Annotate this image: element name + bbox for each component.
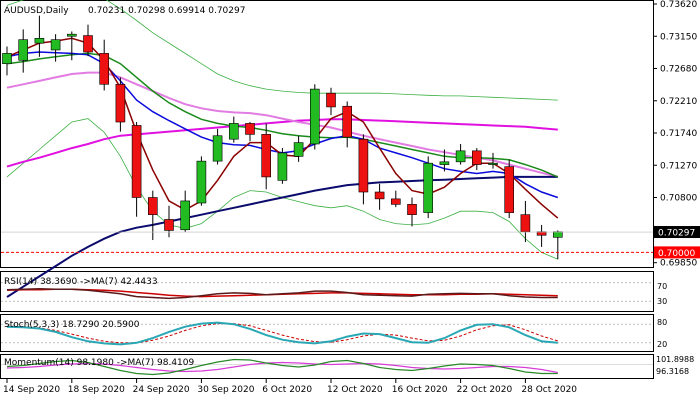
y-tick-label: 0.72680 (660, 65, 697, 75)
candle-body (2, 53, 12, 64)
main-panel-frame (0, 0, 654, 268)
x-tick-label: 30 Sep 2020 (197, 385, 254, 395)
stoch-k-line (6, 321, 558, 346)
level-price-tag-text: 0.70000 (658, 249, 695, 259)
candle-body (18, 39, 29, 61)
candle-body (536, 231, 547, 236)
y-tick-label: 0.73620 (660, 0, 697, 10)
bollinger-lower-line (6, 118, 558, 260)
stoch-tick-80: 80 (657, 318, 667, 327)
level-price-tag (654, 246, 700, 259)
x-tick-label: 14 Sep 2020 (3, 385, 60, 395)
y-tick-label: 0.73150 (660, 32, 697, 42)
candle-body (488, 162, 498, 165)
candle-body (261, 134, 272, 178)
candle-body (180, 200, 190, 231)
stoch-d-line (6, 323, 558, 344)
candle-body (439, 161, 450, 165)
ma-violet-line (6, 71, 559, 178)
candle-body (34, 38, 45, 44)
candle-body (309, 88, 320, 145)
candle-body (520, 214, 531, 233)
candle-body (358, 138, 369, 193)
candle-body (293, 142, 304, 157)
candle-body (326, 92, 336, 108)
rsi-panel-frame (0, 271, 654, 312)
y-tick-label: 0.71270 (660, 161, 697, 171)
momentum-ma-line (6, 361, 558, 374)
current-price-tag (654, 226, 700, 239)
candle-body (67, 33, 77, 37)
y-tick-label: 0.70800 (660, 194, 697, 204)
candle-body (471, 150, 482, 165)
candle-body (115, 83, 126, 123)
momentum-tick-low: 96.3168 (656, 367, 689, 376)
candle-body (164, 219, 174, 231)
candle-body (374, 191, 385, 200)
y-tick-label: 0.72210 (660, 97, 697, 107)
candle-body (196, 160, 207, 204)
candle-body (50, 39, 61, 51)
momentum-line (6, 358, 558, 376)
rsi-tick-30: 30 (657, 297, 667, 306)
x-tick-label: 6 Oct 2020 (262, 385, 312, 395)
x-tick-label: 12 Oct 2020 (327, 385, 383, 395)
x-tick-label: 28 Oct 2020 (521, 385, 577, 395)
ma-navy-line (6, 175, 558, 298)
candle-body (83, 35, 93, 53)
rsi-line (6, 288, 558, 300)
rsi-tick-70: 70 (657, 282, 667, 291)
candle-body (390, 198, 401, 205)
rsi-label: RSI(14) 38.3690 ->MA(7) 42.4433 (4, 277, 158, 287)
candle-body (229, 123, 239, 140)
momentum-tick-high: 101.8988 (656, 355, 694, 364)
stoch-panel-frame (0, 314, 654, 352)
candle-body (131, 125, 142, 198)
x-tick-label: 22 Oct 2020 (457, 385, 513, 395)
candle-body (245, 123, 255, 135)
candle-body (504, 166, 515, 213)
x-tick-label: 18 Sep 2020 (68, 385, 125, 395)
candle-body (423, 162, 434, 213)
candle-body (455, 150, 466, 163)
stoch-tick-20: 20 (657, 340, 667, 349)
candle-body (407, 204, 417, 215)
candle-body (148, 197, 158, 215)
ma-maroon-line (6, 37, 559, 219)
symbol-label: AUDUSD,Daily (4, 6, 69, 16)
y-tick-label: 0.69850 (660, 259, 697, 269)
candle-body (99, 53, 109, 85)
bollinger-upper-line (6, 0, 558, 101)
y-tick-label: 0.71740 (660, 129, 697, 139)
candle-body (342, 105, 353, 138)
stoch-label: Stoch(5,3,3) 18.7290 20.5900 (4, 320, 140, 330)
x-tick-label: 16 Oct 2020 (392, 385, 448, 395)
momentum-label: Momentum(14) 98.1980 ->MA(7) 98.4109 (4, 358, 195, 368)
candle-body (552, 231, 563, 238)
x-tick-label: 24 Sep 2020 (133, 385, 190, 395)
ma-magenta-line (6, 118, 558, 168)
current-price-tag-text: 0.70297 (658, 229, 695, 239)
candle-body (277, 152, 288, 181)
momentum-panel-frame (0, 354, 654, 379)
candle-body (212, 135, 223, 162)
ohlc-readout: 0.70231 0.70298 0.69914 0.70297 (88, 6, 245, 16)
